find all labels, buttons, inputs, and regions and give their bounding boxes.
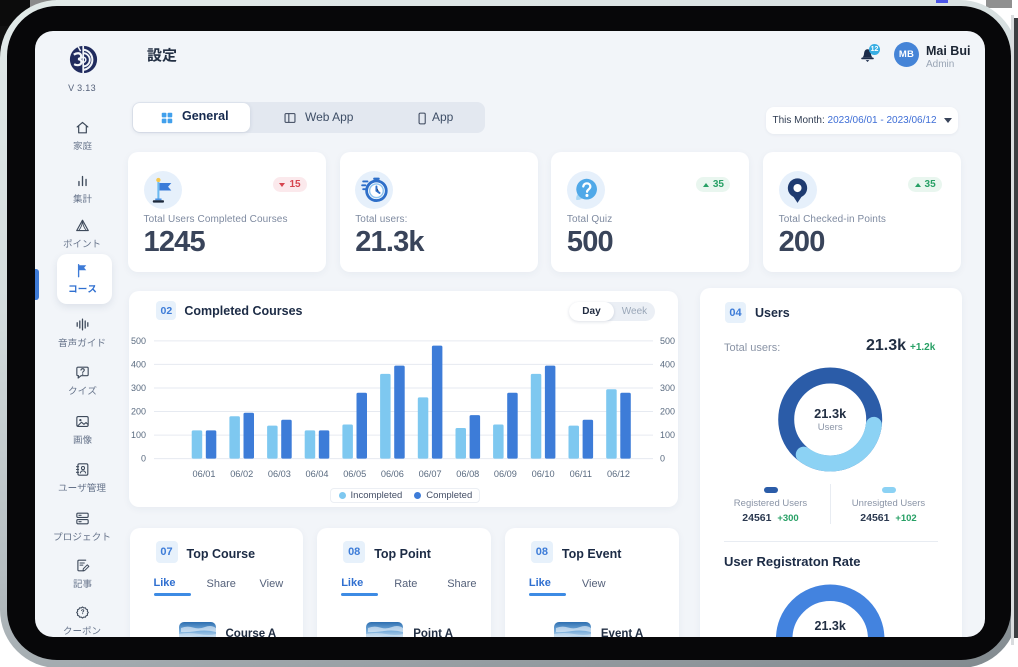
svg-text:200: 200	[660, 406, 675, 416]
svg-text:06/07: 06/07	[419, 469, 442, 479]
svg-text:200: 200	[131, 406, 146, 416]
svg-text:06/05: 06/05	[344, 469, 367, 479]
svg-text:0: 0	[660, 453, 665, 463]
svg-text:06/09: 06/09	[494, 469, 517, 479]
svg-text:100: 100	[131, 430, 146, 440]
svg-text:400: 400	[131, 359, 146, 369]
svg-text:0: 0	[141, 453, 146, 463]
svg-text:400: 400	[660, 359, 675, 369]
svg-text:06/08: 06/08	[457, 469, 480, 479]
svg-text:06/02: 06/02	[231, 469, 254, 479]
svg-text:06/10: 06/10	[532, 469, 555, 479]
svg-text:06/04: 06/04	[306, 469, 329, 479]
svg-text:100: 100	[660, 430, 675, 440]
svg-text:300: 300	[131, 383, 146, 393]
svg-text:500: 500	[660, 335, 675, 345]
svg-text:500: 500	[131, 335, 146, 345]
svg-text:300: 300	[660, 383, 675, 393]
svg-text:06/12: 06/12	[607, 469, 630, 479]
svg-text:06/06: 06/06	[381, 469, 404, 479]
svg-text:06/11: 06/11	[570, 469, 592, 479]
svg-text:06/01: 06/01	[193, 469, 216, 479]
svg-text:06/03: 06/03	[268, 469, 291, 479]
